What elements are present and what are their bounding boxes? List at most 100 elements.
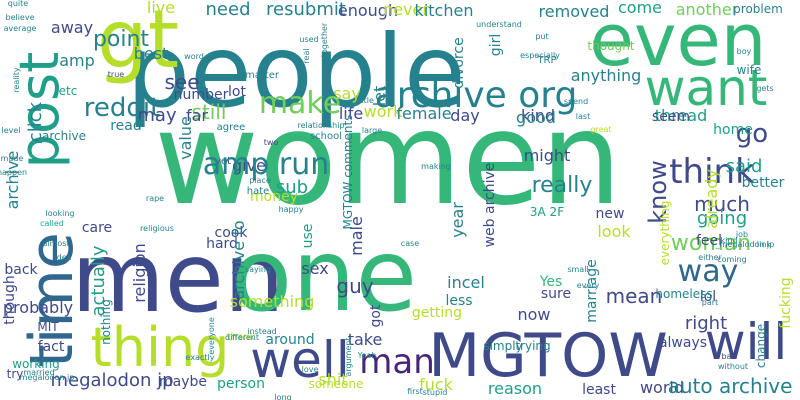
- word-exactly: exactly: [185, 353, 215, 362]
- word-people: people: [126, 13, 466, 130]
- word-everything: everything: [658, 200, 672, 266]
- word-sex: sex: [301, 259, 329, 278]
- word-best: best: [133, 44, 169, 63]
- word-maybe: maybe: [158, 374, 208, 390]
- word-probably: probably: [2, 298, 74, 317]
- word-girl: girl: [488, 33, 504, 57]
- word-either: either: [698, 253, 722, 262]
- word-see: see: [164, 70, 200, 94]
- word-thought: thought: [587, 39, 635, 53]
- word-try: try: [6, 367, 24, 381]
- word-argument: argument: [344, 337, 353, 377]
- word-mgtow: MGTOW: [428, 321, 668, 391]
- word-right: right: [684, 313, 728, 334]
- word-make: make: [258, 86, 342, 121]
- word-one: one: [230, 217, 418, 334]
- word-relationship: relationship: [297, 121, 345, 130]
- word-school: school: [309, 131, 343, 142]
- word-man: man: [359, 342, 435, 382]
- word-sub: sub: [275, 177, 309, 198]
- word-place: place: [249, 176, 271, 185]
- word-anything: anything: [570, 66, 642, 85]
- word-put: put: [535, 32, 549, 41]
- word-feel: feel: [695, 233, 723, 249]
- word-3a-2f: 3A 2F: [529, 205, 565, 219]
- word-last: last: [575, 112, 591, 121]
- word-less: less: [445, 293, 473, 309]
- word-gt: gt: [96, 0, 180, 86]
- word-boy: boy: [736, 47, 752, 56]
- word-auto-archive: auto archive: [667, 374, 793, 398]
- word-reality: reality: [12, 67, 21, 93]
- word-work: work: [363, 102, 403, 121]
- word-way: way: [677, 254, 739, 289]
- word-mean: mean: [605, 284, 663, 308]
- word-kind: kind: [720, 236, 738, 245]
- word-even: even: [589, 0, 767, 82]
- word-homeless: homeless: [655, 287, 713, 301]
- word-instead: instead: [247, 327, 277, 336]
- word-yeah: Yeah: [357, 351, 377, 360]
- word-believe: believe: [5, 13, 35, 22]
- word-etc: etc: [58, 84, 78, 98]
- word-religion: religion: [130, 243, 149, 303]
- word-lot: lot: [228, 84, 246, 100]
- word-think: think: [669, 152, 755, 192]
- word-female: female: [396, 104, 452, 123]
- word-gets: gets: [756, 84, 774, 93]
- word-especially: especially: [520, 51, 560, 60]
- word-use: use: [300, 223, 316, 249]
- word-hard: hard: [206, 236, 238, 252]
- word-matter: matter: [245, 70, 279, 81]
- word-called: called: [40, 219, 64, 228]
- word-removed: removed: [538, 2, 610, 21]
- word-fact: fact: [37, 339, 65, 355]
- word-care: care: [81, 220, 113, 236]
- word-web-archive: web archive: [482, 162, 498, 248]
- word-something: something: [229, 292, 315, 311]
- word-simply: simply: [483, 339, 523, 353]
- word-mit: MIT: [37, 320, 59, 334]
- word-kind: kind: [520, 106, 556, 125]
- word-going: going: [696, 208, 748, 229]
- word-quite: quite: [7, 0, 29, 8]
- word-person: person: [217, 376, 265, 392]
- word-least: least: [582, 382, 616, 398]
- word-thank: thank: [226, 332, 256, 343]
- word-little: little: [356, 96, 374, 105]
- word-spend: spend: [563, 97, 589, 106]
- word-happen: happen: [0, 168, 28, 177]
- word-much: much: [694, 192, 750, 216]
- word-long: long: [274, 393, 292, 400]
- word-already: already: [702, 169, 721, 229]
- word-need: need: [205, 0, 251, 20]
- word-made: made: [0, 154, 24, 163]
- word-reddit: reddit: [83, 93, 161, 123]
- word-seem: seem: [651, 109, 691, 125]
- word-amp: amp: [59, 51, 95, 70]
- word-happy: happy: [278, 205, 304, 214]
- word-might: might: [523, 146, 571, 165]
- word-life: life: [338, 104, 364, 123]
- word-used: used: [299, 35, 319, 44]
- word-religious: religious: [140, 224, 174, 233]
- word-almost: almost: [42, 239, 70, 248]
- word-nothing: nothing: [99, 299, 113, 345]
- word-married: married: [23, 368, 55, 377]
- word-world: world: [639, 378, 685, 397]
- word-trp: TRP: [537, 55, 557, 66]
- word-never: never: [383, 0, 429, 19]
- word-fuck: fuck: [419, 375, 453, 394]
- word-resubmit: resubmit: [266, 0, 346, 20]
- word-come: come: [617, 0, 663, 17]
- word-take: take: [347, 330, 383, 349]
- word-large: large: [361, 126, 383, 135]
- word-men: men: [71, 222, 285, 334]
- word-cook: cook: [214, 225, 248, 241]
- word-look: look: [597, 222, 631, 241]
- word-problem: problem: [733, 2, 783, 16]
- word-hate: hate: [246, 186, 270, 197]
- word-thread: thread: [654, 106, 708, 125]
- word-getting: getting: [411, 305, 463, 321]
